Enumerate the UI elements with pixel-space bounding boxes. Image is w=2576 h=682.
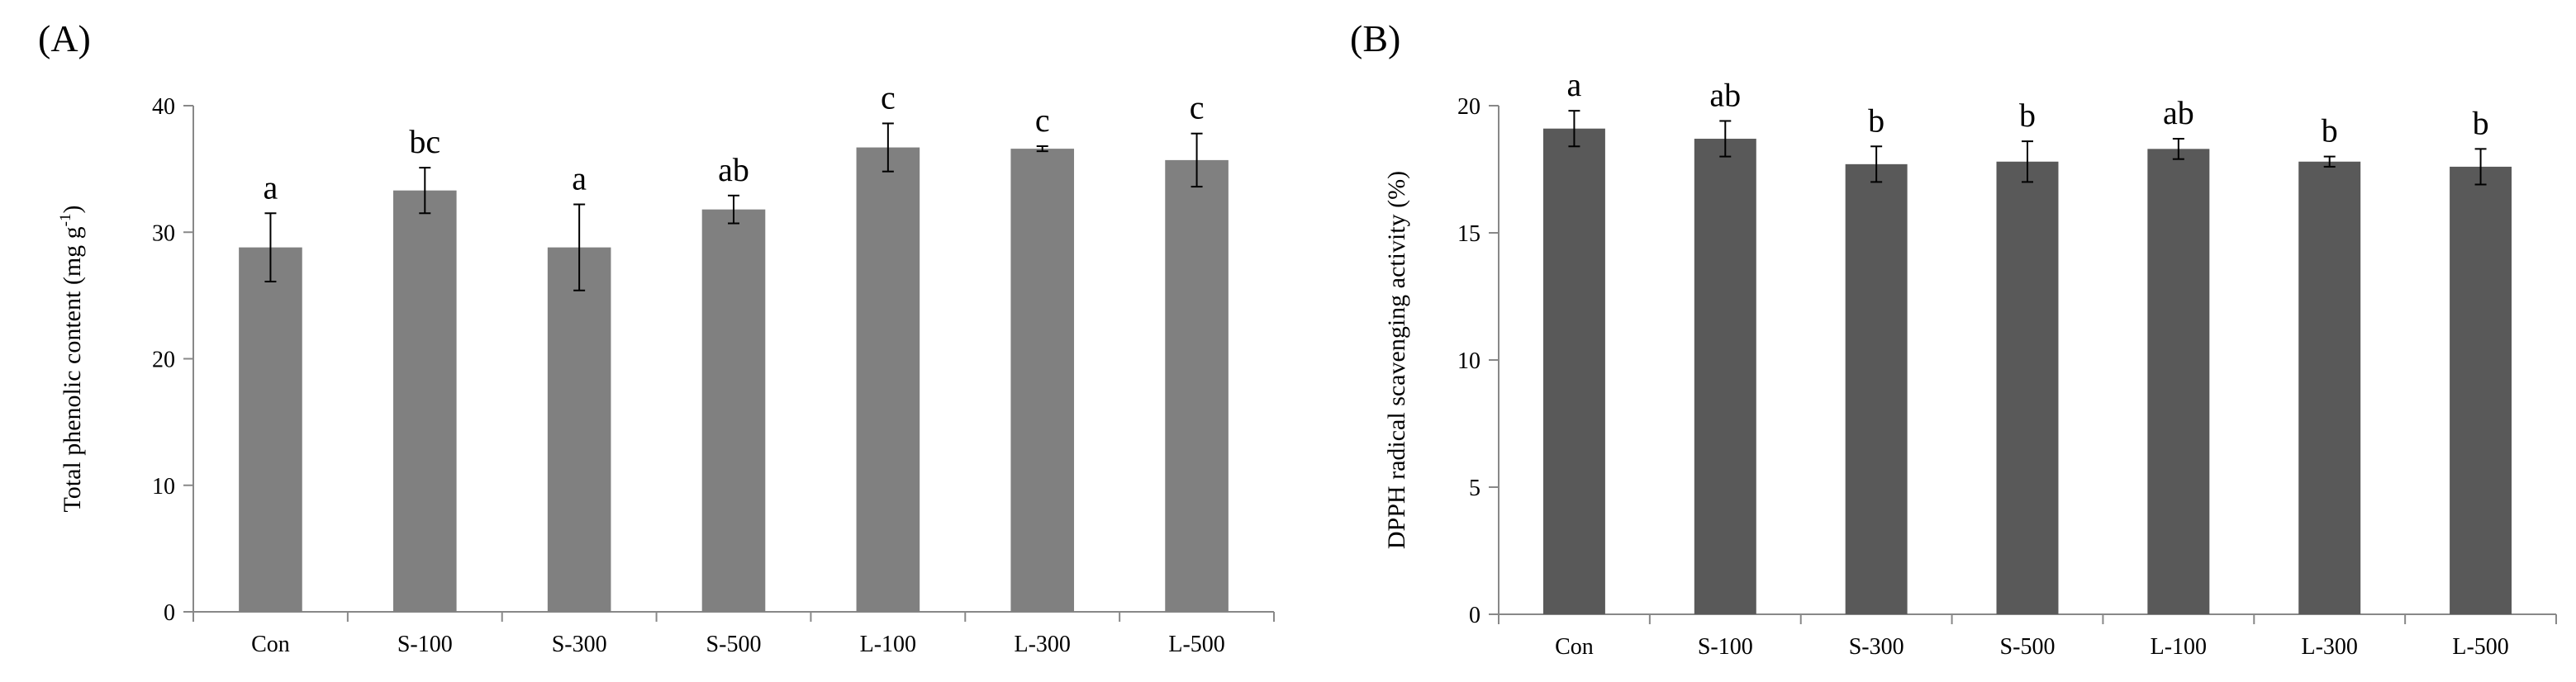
bar <box>392 190 457 613</box>
significance-label: ab <box>1709 76 1741 113</box>
x-tick-label: S-300 <box>552 632 607 657</box>
bar <box>2147 149 2210 615</box>
significance-label: b <box>2322 112 2338 149</box>
panel-label: (B) <box>1350 17 1400 59</box>
bar <box>2298 161 2361 614</box>
x-tick-label: L-100 <box>860 632 916 657</box>
bar <box>1996 161 2059 614</box>
x-tick-label: S-300 <box>1849 634 1904 660</box>
y-tick-label: 10 <box>152 474 175 500</box>
bar <box>1542 128 1605 615</box>
bar <box>856 147 920 612</box>
x-tick-label: L-100 <box>2151 634 2207 660</box>
bar <box>1165 159 1229 612</box>
significance-label: a <box>1567 66 1582 103</box>
bar <box>1845 163 1908 615</box>
y-tick-label: 5 <box>1469 476 1480 501</box>
significance-label: b <box>2473 104 2489 141</box>
x-tick-label: S-500 <box>706 632 762 657</box>
x-tick-label: L-300 <box>2301 634 2357 660</box>
bar <box>701 209 766 613</box>
significance-label: b <box>1868 102 1884 139</box>
bar <box>239 247 302 612</box>
significance-label: ab <box>718 151 749 188</box>
y-axis-title: Total phenolic content (mg g-1) <box>57 206 86 513</box>
significance-label: b <box>2019 97 2036 134</box>
significance-label: a <box>264 168 278 206</box>
significance-label: bc <box>409 123 440 160</box>
panel-a: (A) Total phenolic content (mg g-1) 0 10 20 3… <box>38 17 1275 657</box>
y-tick-label: 40 <box>152 94 175 120</box>
x-tick-label: Con <box>251 632 290 657</box>
y-tick-label: 20 <box>152 348 175 373</box>
significance-label: c <box>1035 102 1050 139</box>
y-axis-title: DPPH radical scavenging activity (%) <box>1383 171 1410 549</box>
significance-label: c <box>1190 89 1205 126</box>
y-tick-label: 15 <box>1457 221 1480 247</box>
x-tick-label: L-300 <box>1014 632 1070 657</box>
y-tick-label: 0 <box>164 600 175 626</box>
significance-label: ab <box>2163 94 2194 131</box>
y-tick-label: 10 <box>1457 348 1480 374</box>
y-tick-label: 20 <box>1457 94 1480 120</box>
bar <box>2450 166 2512 615</box>
panel-label: (A) <box>38 17 91 59</box>
y-tick-label: 30 <box>152 220 175 246</box>
significance-label: a <box>572 160 587 197</box>
x-tick-label: L-500 <box>1168 632 1224 657</box>
panel-b: (B) DPPH radical scavenging activity (%) 0… <box>1350 17 2557 660</box>
y-tick-label: 0 <box>1469 603 1480 628</box>
bar <box>1694 139 1756 615</box>
bar <box>547 247 611 612</box>
x-tick-label: Con <box>1555 634 1594 660</box>
significance-label: c <box>881 78 896 116</box>
bar <box>1010 149 1075 613</box>
x-tick-label: S-100 <box>1698 634 1753 660</box>
x-tick-label: S-500 <box>2000 634 2056 660</box>
x-tick-label: S-100 <box>397 632 453 657</box>
x-tick-label: L-500 <box>2452 634 2508 660</box>
